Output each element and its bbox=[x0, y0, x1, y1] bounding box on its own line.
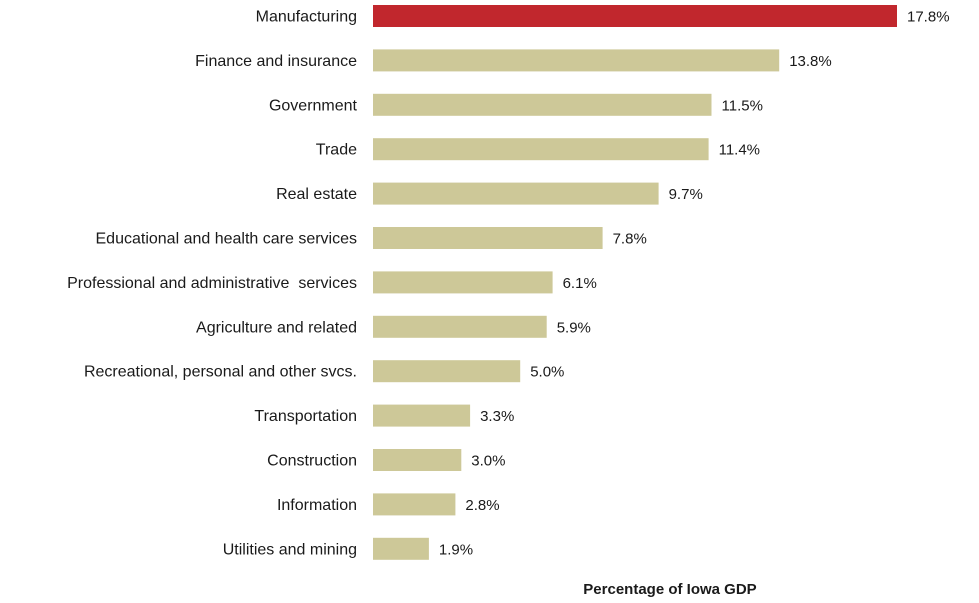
bar-2 bbox=[373, 93, 712, 116]
category-label: Educational and health care services bbox=[96, 231, 358, 248]
category-label: Recreational, personal and other svcs. bbox=[84, 364, 357, 381]
category-label: Transportation bbox=[254, 408, 357, 425]
bar-4 bbox=[373, 182, 659, 205]
category-label: Construction bbox=[267, 453, 357, 470]
category-labels: Manufacturing Finance and insurance Govern… bbox=[67, 9, 357, 559]
bar-12 bbox=[373, 537, 429, 560]
value-label: 7.8% bbox=[613, 231, 647, 248]
value-label: 11.5% bbox=[722, 97, 763, 114]
bar-10 bbox=[373, 449, 462, 471]
category-label: Trade bbox=[316, 142, 357, 159]
bar-9 bbox=[373, 404, 471, 427]
bar-8 bbox=[373, 360, 521, 383]
value-label: 13.8% bbox=[789, 53, 832, 70]
value-label: 3.3% bbox=[480, 408, 514, 425]
category-label: Real estate bbox=[276, 186, 357, 203]
category-label: Manufacturing bbox=[256, 9, 357, 26]
value-label: 1.9% bbox=[439, 541, 473, 558]
category-label: Government bbox=[269, 97, 358, 114]
value-label: 11.4% bbox=[719, 142, 760, 159]
value-labels: 17.8% 13.8% 11.5% 11.4% 9.7% 7.8% 6.1% 5.9% 5.0%… bbox=[439, 9, 950, 559]
bar-3 bbox=[373, 138, 709, 161]
value-label: 5.9% bbox=[557, 319, 591, 336]
bars-layer bbox=[373, 5, 897, 560]
bar-11 bbox=[373, 493, 456, 516]
value-label: 9.7% bbox=[669, 186, 703, 203]
category-label: Agriculture and related bbox=[196, 319, 357, 336]
bar-6 bbox=[373, 271, 553, 294]
category-label: Information bbox=[277, 497, 357, 514]
bar-1 bbox=[373, 49, 780, 72]
value-label: 17.8% bbox=[907, 9, 950, 26]
value-label: 2.8% bbox=[465, 497, 499, 514]
x-axis-title: Percentage of Iowa GDP bbox=[583, 581, 756, 598]
value-label: 3.0% bbox=[471, 453, 505, 470]
value-label: 5.0% bbox=[530, 364, 564, 381]
value-label: 6.1% bbox=[563, 275, 597, 292]
bar-0 bbox=[373, 5, 897, 27]
category-label: Professional and administrative services bbox=[67, 275, 357, 292]
category-label: Utilities and mining bbox=[223, 541, 357, 558]
bar-7 bbox=[373, 315, 547, 338]
bar-5 bbox=[373, 227, 603, 249]
category-label: Finance and insurance bbox=[195, 53, 357, 70]
